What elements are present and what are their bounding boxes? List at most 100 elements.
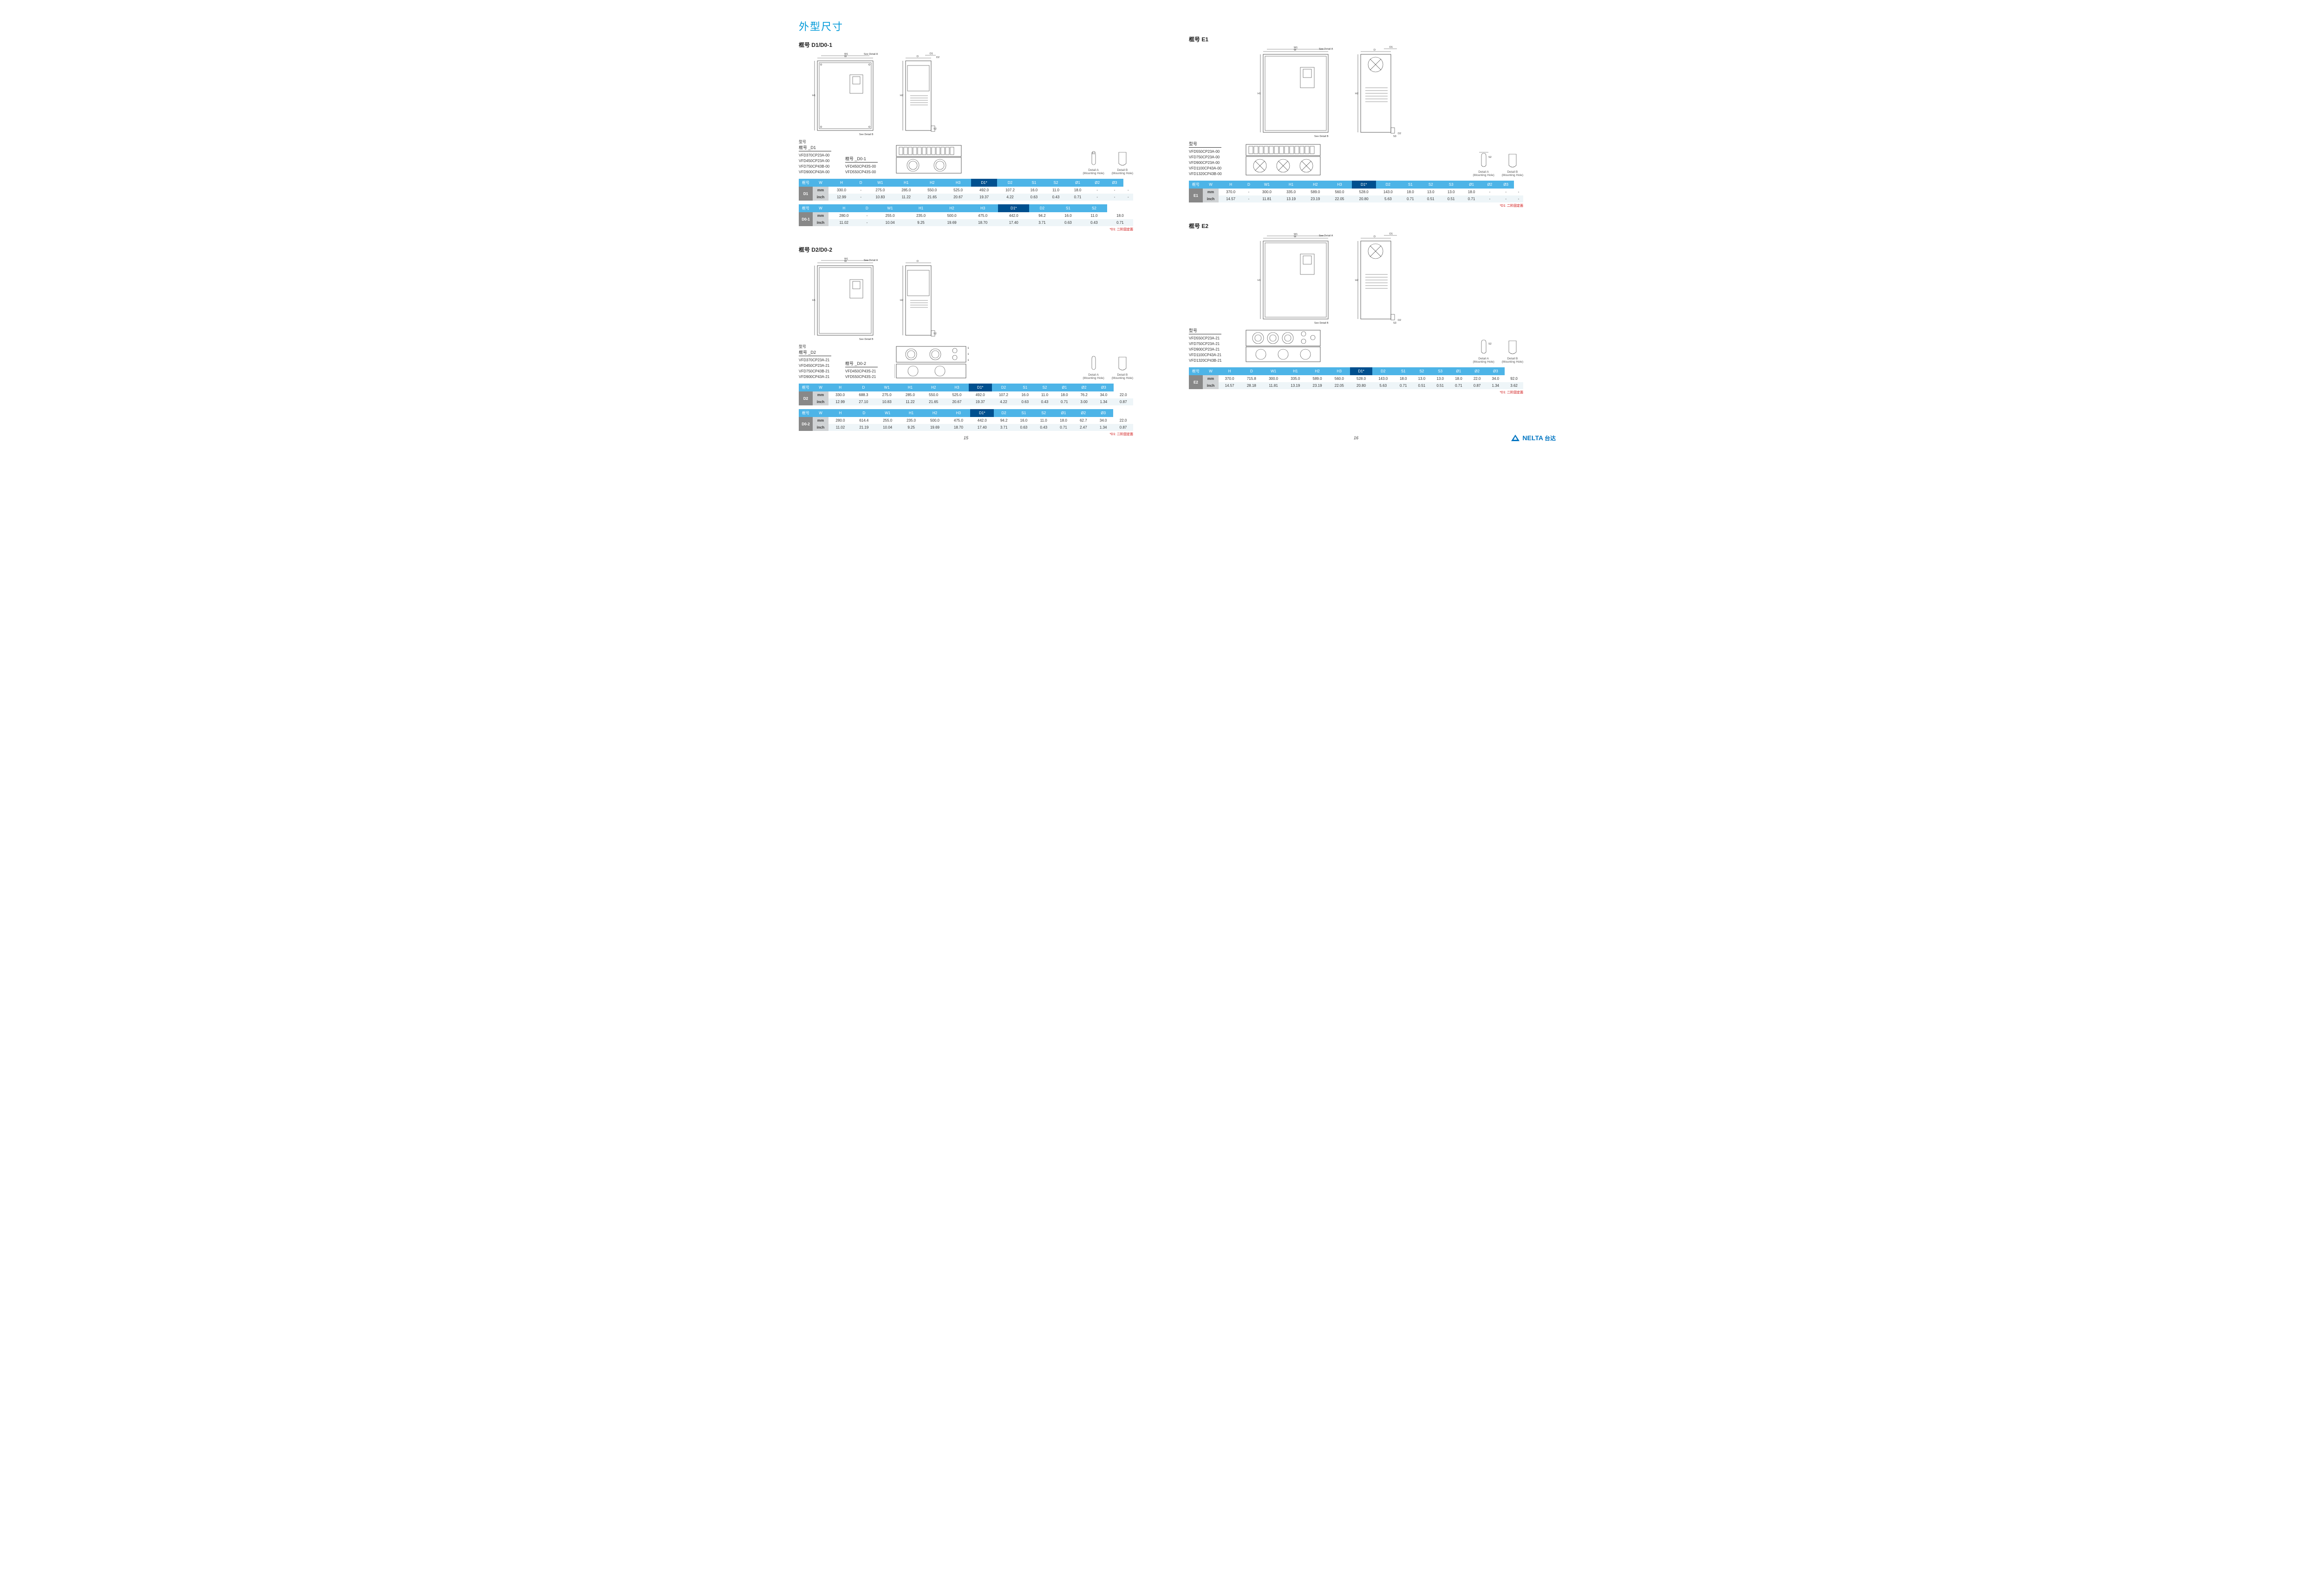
table-cell: 335.0 xyxy=(1285,375,1306,382)
d1-side-drawing: D D1 D2 H2 S2 xyxy=(896,52,952,137)
table-cell: 300.0 xyxy=(1255,189,1279,195)
table-header-cell: H1 xyxy=(906,204,937,212)
table-cell: 255.0 xyxy=(876,417,900,424)
table-cell: 492.0 xyxy=(969,391,992,398)
footnote-e1: *D1: 二阶固定面 xyxy=(1189,203,1523,208)
table-header-cell: S2 xyxy=(1034,409,1054,417)
table-header-cell: 框号 xyxy=(799,409,813,417)
table-header-cell: D2 xyxy=(1029,204,1055,212)
table-cell: 1.34 xyxy=(1093,424,1113,431)
table-cell: 589.0 xyxy=(1303,189,1327,195)
model-item: VFD550CP43S-21 xyxy=(845,374,878,380)
model-item: VFD450CP43S-21 xyxy=(845,369,878,374)
table-cell: 76.2 xyxy=(1074,391,1094,398)
table-cell: 12.99 xyxy=(828,398,852,405)
table-header-cell: D1* xyxy=(970,409,994,417)
svg-text:D: D xyxy=(1374,235,1376,238)
table-cell: 13.19 xyxy=(1285,382,1306,389)
e2-detail-icons: S2 Detail A(Mounting Hole) Detail B(Moun… xyxy=(1473,338,1524,364)
table-cell: mm xyxy=(1203,189,1219,195)
table-cell: 0.63 xyxy=(1015,398,1035,405)
table-header-cell: H2 xyxy=(922,384,945,391)
table-header-cell: W1 xyxy=(1262,367,1284,375)
table-header-cell: D2 xyxy=(992,384,1015,391)
table-header-cell: D1* xyxy=(1352,181,1376,189)
table-cell: 10.83 xyxy=(875,398,899,405)
table-header-cell: H xyxy=(828,384,852,391)
e1-front-drawing: See Detail A See Detail B W W1 H1 xyxy=(1245,46,1347,139)
d1-models-list: VFD370CP23A-00VFD450CP23A-00VFD750CP43B-… xyxy=(799,153,831,175)
table-cell: 300.0 xyxy=(1262,375,1284,382)
svg-text:S2: S2 xyxy=(933,332,937,335)
table-cell: 13.0 xyxy=(1413,375,1431,382)
table-cell: 0.71 xyxy=(1107,219,1133,226)
table-header-cell: S1 xyxy=(1015,384,1035,391)
dimension-table: 框号WHDW1H1H2H3D1*D2S1S2S3Ø1Ø2Ø3E2mm370.07… xyxy=(1189,367,1523,389)
table-cell: mm xyxy=(813,212,828,219)
svg-text:D: D xyxy=(917,260,919,263)
d2-front-drawing: See Detail A See Detail B W W1 H1 xyxy=(799,256,892,342)
d1-frame-underline-2: 框号 _D0-1 xyxy=(845,156,878,163)
table-cell: 275.0 xyxy=(875,391,899,398)
table-header-cell: D xyxy=(1243,181,1255,189)
svg-text:W1: W1 xyxy=(1294,233,1298,236)
d2-side-drawing: D S2 H2 xyxy=(896,256,952,342)
table-cell: 550.0 xyxy=(919,187,945,194)
frame-d2-title: 框号 D2/D0-2 xyxy=(799,246,1133,254)
table-cell: 2.47 xyxy=(1073,424,1093,431)
table-cell: 0.43 xyxy=(1035,398,1054,405)
table-cell: 235.0 xyxy=(900,417,923,424)
dimension-table: 框号WHDW1H1H2H3D1*D2S1S2S3Ø1Ø2Ø3E1mm370.0-… xyxy=(1189,181,1523,202)
model-item: VFD750CP43B-00 xyxy=(799,164,831,169)
table-cell: 18.0 xyxy=(1461,189,1482,195)
table-cell: - xyxy=(1243,195,1255,202)
table-header-cell: Ø3 xyxy=(1486,367,1505,375)
table-header-cell: Ø1 xyxy=(1054,409,1074,417)
table-header-cell: Ø1 xyxy=(1055,384,1074,391)
table-header-cell: D2 xyxy=(997,179,1023,187)
table-header-cell: D2 xyxy=(1376,181,1400,189)
d1-figures: W W1 See Detail A See Detail B H1 D D1 D… xyxy=(799,52,1133,137)
svg-text:D: D xyxy=(917,55,919,58)
table-row: inch12.9927.1010.8311.2221.6520.6719.374… xyxy=(799,398,1133,405)
table-cell: 0.63 xyxy=(1014,424,1034,431)
table-header-cell: H xyxy=(828,179,854,187)
table-header-cell: W1 xyxy=(876,409,900,417)
table-cell: 22.05 xyxy=(1327,195,1351,202)
table-cell: 589.0 xyxy=(1306,375,1328,382)
table-cell: 18.0 xyxy=(1449,375,1468,382)
frame-label-cell: D1 xyxy=(799,187,813,201)
table-cell: 11.0 xyxy=(1034,417,1054,424)
table-cell: 715.8 xyxy=(1240,375,1262,382)
table-cell: 3.00 xyxy=(1074,398,1094,405)
svg-text:D1: D1 xyxy=(1389,233,1393,235)
model-item: VFD900CP43A-00 xyxy=(799,169,831,175)
table-cell: - xyxy=(1482,195,1498,202)
table-cell: 280.0 xyxy=(828,212,860,219)
table-row: inch11.02-10.049.2519.6918.7017.403.710.… xyxy=(799,219,1133,226)
table-header-row: 框号WHDW1H1H2H3D1*D2S1S2S3Ø1Ø2Ø3 xyxy=(1189,181,1523,189)
detail-a-icon: S1 Detail A(Mounting Hole) xyxy=(1083,150,1104,175)
table-cell: - xyxy=(1243,189,1255,195)
detail-a-icon: Detail A(Mounting Hole) xyxy=(1083,354,1104,380)
table-header-cell: D xyxy=(1240,367,1262,375)
svg-text:S2: S2 xyxy=(933,128,937,130)
table-header-cell: H xyxy=(828,409,852,417)
table-cell: 285.0 xyxy=(899,391,922,398)
table-cell: 18.70 xyxy=(946,424,970,431)
table-cell: 688.3 xyxy=(852,391,875,398)
model-item: VFD750CP23A-00 xyxy=(1189,155,1222,160)
e2-model-underline: 型号 xyxy=(1189,327,1221,334)
table-cell: 22.0 xyxy=(1113,417,1133,424)
table-cell: mm xyxy=(813,417,828,424)
table-cell: 11.0 xyxy=(1081,212,1107,219)
table-cell: 18.0 xyxy=(1394,375,1413,382)
footnote-e2: *D1: 二阶固定面 xyxy=(1189,390,1523,395)
table-header-cell: H1 xyxy=(893,179,919,187)
e1-terminal-drawing xyxy=(1244,143,1323,177)
detail-b-icon: Detail B(Mounting Hole) xyxy=(1502,151,1523,177)
table-header-row: 框号WHDW1H1H2H3D1*D2S1S2 xyxy=(799,204,1133,212)
e2-models-list: VFD550CP23A-21VFD750CP23A-21VFD900CP23A-… xyxy=(1189,336,1222,364)
table-cell: 475.0 xyxy=(967,212,998,219)
table-header-cell: S2 xyxy=(1081,204,1107,212)
